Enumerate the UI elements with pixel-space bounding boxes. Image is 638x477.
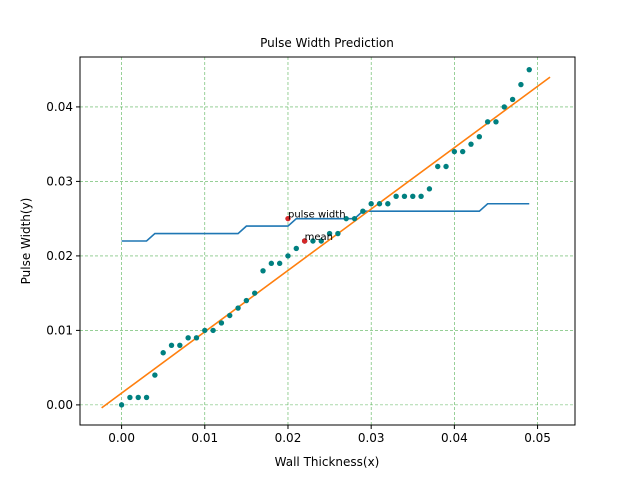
data-point	[127, 394, 133, 401]
data-point	[468, 141, 474, 147]
data-point	[185, 335, 191, 341]
data-point	[476, 134, 483, 140]
y-tick-label: 0.00	[46, 398, 73, 412]
x-tick-label: 0.02	[275, 431, 302, 445]
data-point	[484, 119, 491, 125]
x-tick-label: 0.00	[108, 431, 135, 445]
y-tick-label: 0.04	[46, 100, 73, 114]
data-point	[227, 312, 233, 319]
data-point	[459, 148, 466, 155]
data-point	[218, 320, 225, 326]
data-point	[177, 342, 183, 348]
annotation-label: pulse width	[288, 210, 346, 221]
data-point	[235, 305, 241, 311]
data-point	[501, 104, 507, 110]
data-point	[160, 350, 166, 356]
data-point	[351, 215, 358, 222]
data-point	[443, 163, 449, 170]
data-point	[135, 394, 141, 401]
x-axis: 0.00 0.01 0.02 0.03 0.04 0.05	[108, 425, 551, 445]
data-point	[202, 327, 208, 334]
data-point	[260, 268, 266, 274]
annotation-marker	[285, 215, 291, 222]
data-point	[152, 372, 158, 378]
grid	[80, 57, 575, 425]
data-point	[368, 201, 374, 207]
data-point	[526, 66, 532, 73]
data-point	[252, 290, 258, 296]
data-point	[418, 193, 424, 200]
data-point	[310, 238, 316, 244]
data-point	[285, 253, 291, 259]
annotation-label: mean	[305, 232, 333, 243]
data-point	[326, 230, 333, 237]
y-axis-label: Pulse Width(y)	[19, 198, 33, 285]
data-point	[318, 238, 324, 244]
x-axis-label: Wall Thickness(x)	[275, 455, 380, 469]
data-point	[276, 260, 283, 267]
step-line	[121, 202, 530, 242]
x-tick-label: 0.03	[358, 431, 385, 445]
data-point	[410, 193, 416, 200]
data-point	[143, 394, 150, 401]
data-point	[118, 402, 125, 408]
data-point	[343, 215, 349, 222]
fit-line	[101, 76, 551, 409]
data-point	[335, 230, 341, 237]
data-point	[426, 186, 433, 192]
data-point	[376, 201, 383, 207]
x-tick-label: 0.01	[191, 431, 218, 445]
data-point	[385, 201, 391, 207]
data-point	[518, 81, 524, 88]
data-point	[401, 193, 408, 200]
data-point	[451, 148, 458, 155]
plot-area: pulse width mean	[101, 66, 551, 409]
x-tick-label: 0.05	[524, 431, 551, 445]
data-point	[243, 297, 250, 304]
data-point	[210, 327, 216, 334]
data-point	[168, 342, 175, 348]
data-point	[435, 163, 441, 170]
y-tick-label: 0.02	[46, 249, 73, 263]
data-point	[360, 208, 366, 214]
annotation-marker	[301, 238, 308, 244]
chart-title: Pulse Width Prediction	[260, 36, 394, 50]
data-point	[193, 335, 200, 341]
y-axis: 0.00 0.01 0.02 0.03 0.04	[46, 100, 80, 412]
y-tick-label: 0.03	[46, 174, 73, 188]
y-tick-label: 0.01	[46, 323, 73, 337]
data-point	[268, 260, 275, 267]
data-point	[493, 119, 499, 125]
data-point	[293, 245, 300, 252]
x-tick-label: 0.04	[441, 431, 468, 445]
data-point	[393, 193, 399, 200]
plot-frame	[79, 56, 576, 426]
data-point	[509, 96, 516, 103]
